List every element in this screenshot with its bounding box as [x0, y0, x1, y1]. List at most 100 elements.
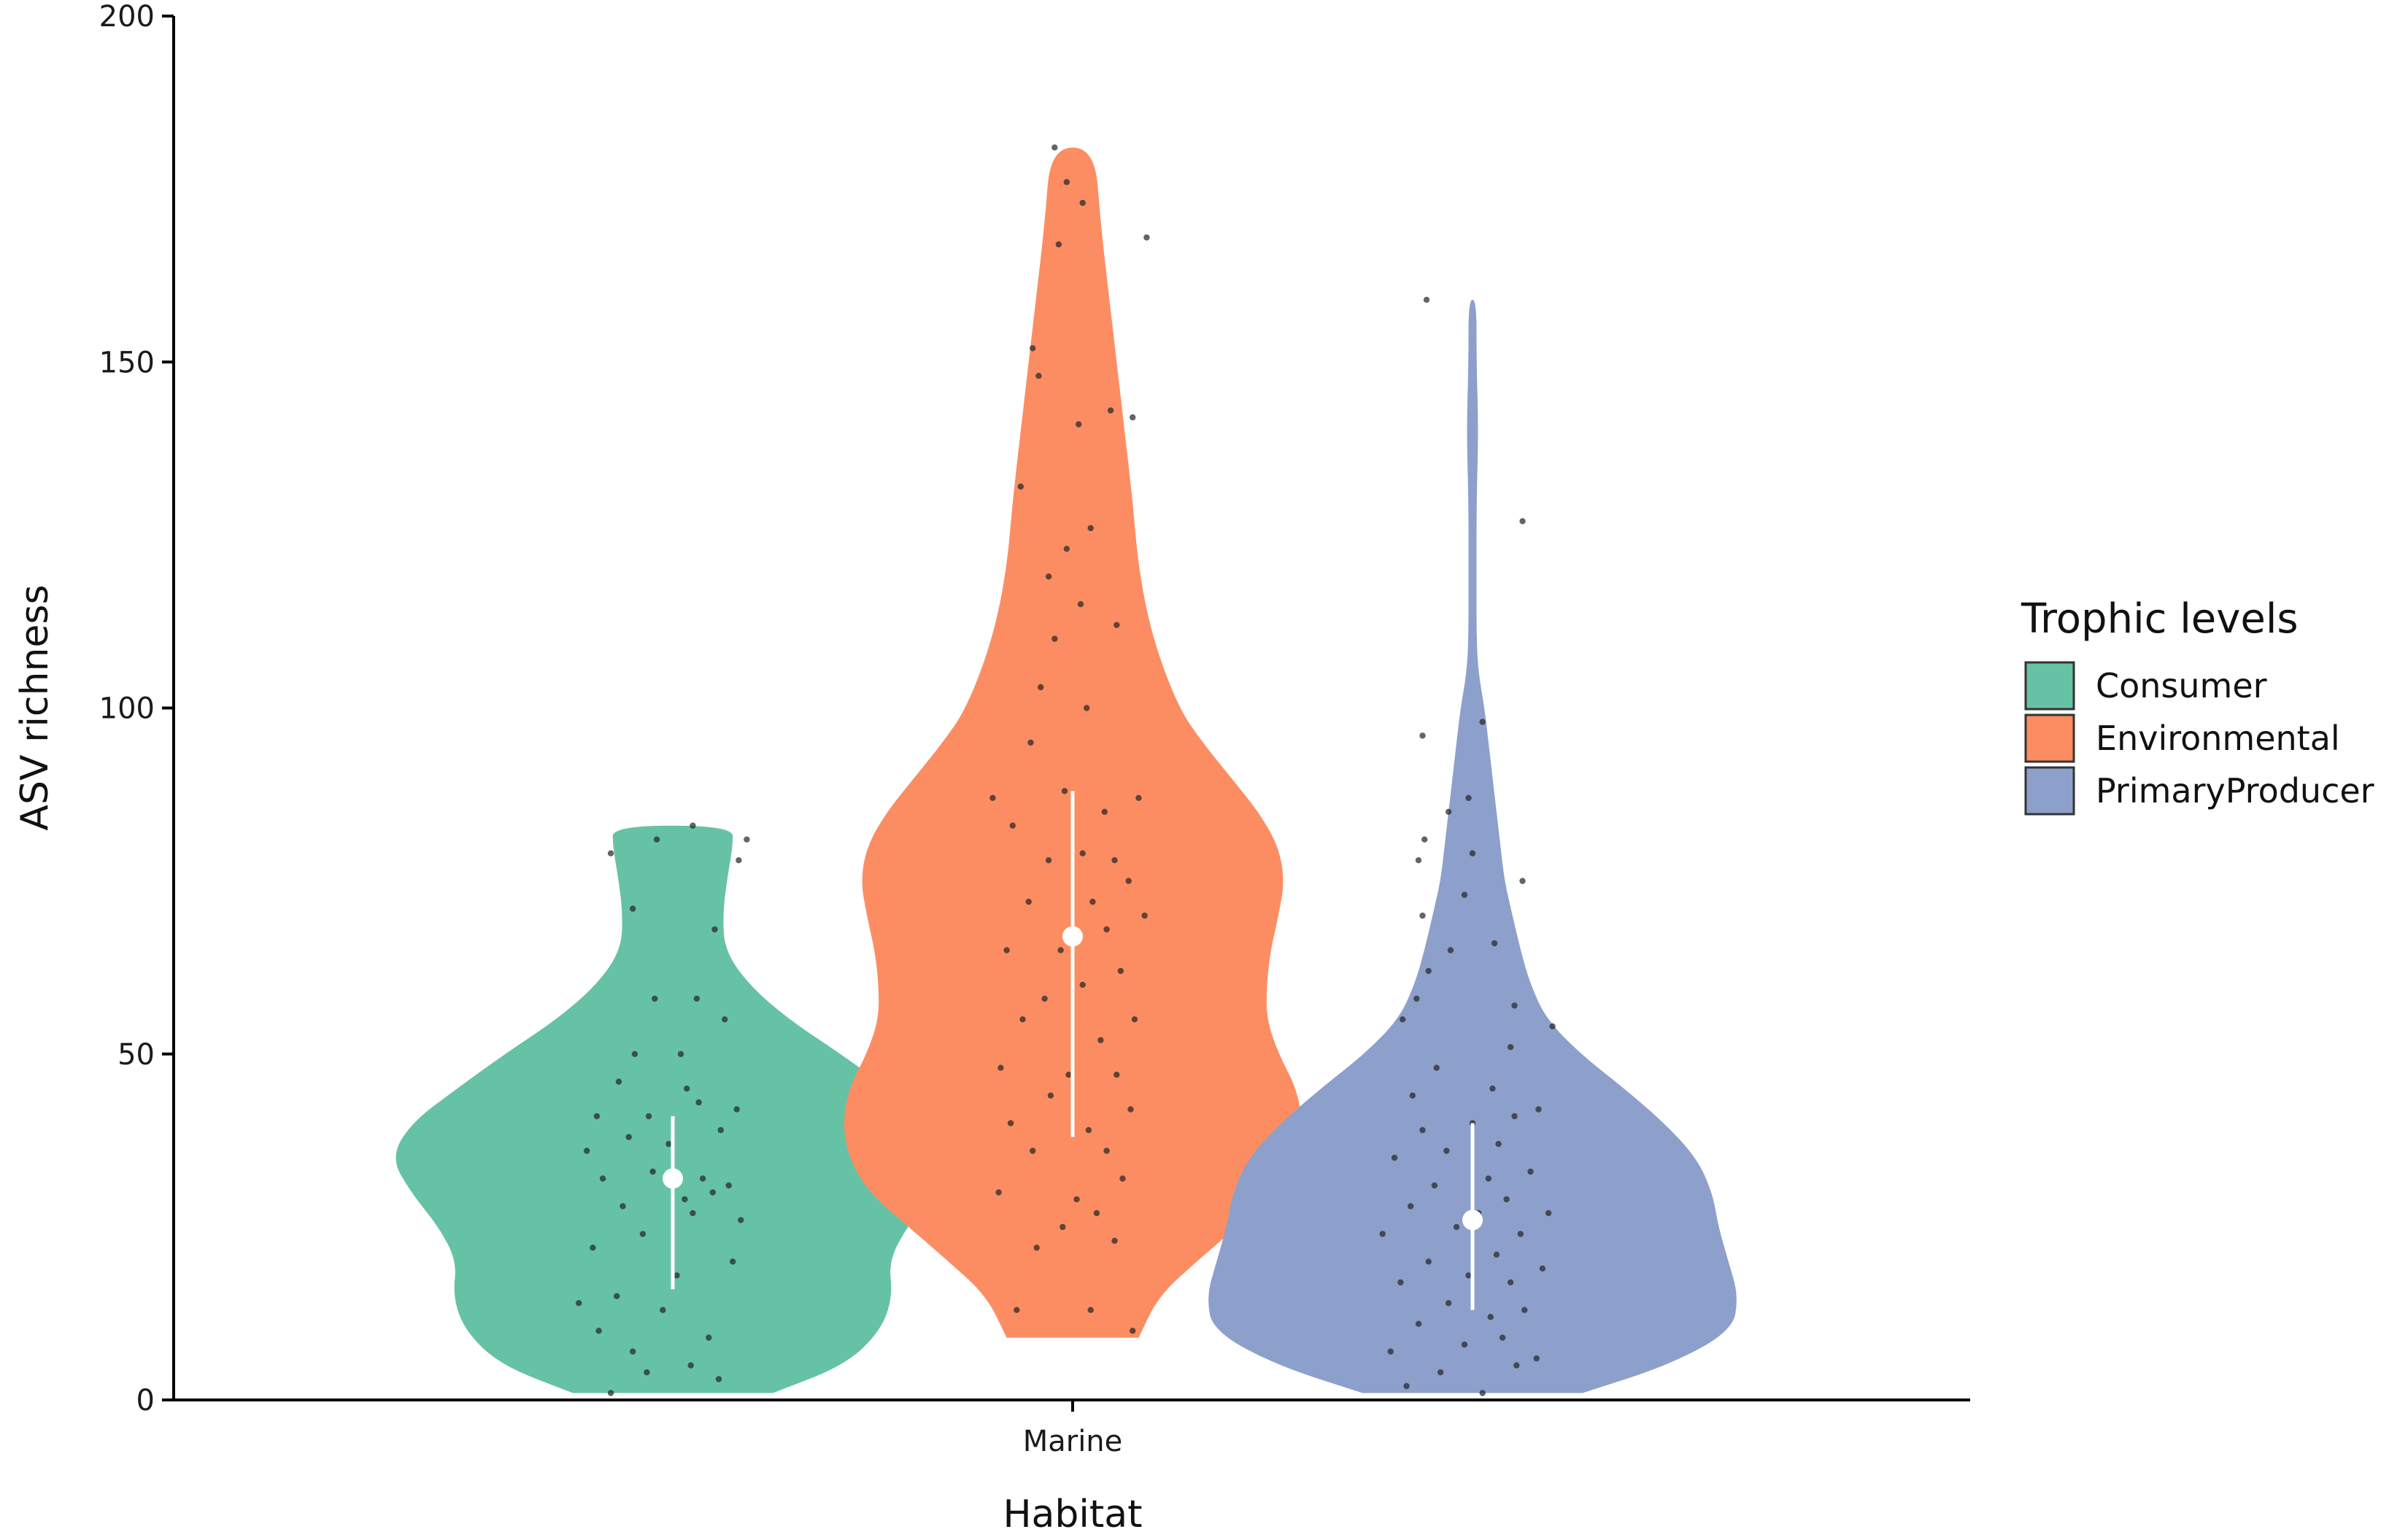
median-marker-primaryproducer	[1462, 1210, 1483, 1231]
data-point-environmental	[1009, 822, 1016, 829]
data-point-environmental	[1030, 1148, 1036, 1154]
data-point-consumer	[595, 1328, 602, 1334]
data-point-environmental	[1125, 878, 1132, 884]
data-point-consumer	[730, 1258, 736, 1265]
data-point-primaryproducer	[1415, 1320, 1422, 1327]
y-axis-title: ASV richness	[13, 584, 57, 830]
data-point-primaryproducer	[1479, 1390, 1486, 1396]
median-marker-consumer	[663, 1168, 683, 1189]
data-point-primaryproducer	[1527, 1168, 1534, 1175]
data-point-environmental	[1065, 1072, 1072, 1078]
data-point-consumer	[722, 1016, 728, 1023]
data-point-consumer	[736, 857, 742, 864]
data-point-consumer	[652, 995, 658, 1002]
data-point-environmental	[989, 794, 996, 802]
data-point-primaryproducer	[1419, 1126, 1426, 1134]
data-point-consumer	[590, 1245, 596, 1251]
data-point-consumer	[690, 1210, 696, 1217]
data-point-primaryproducer	[1379, 1231, 1386, 1237]
data-point-environmental	[1087, 1307, 1094, 1313]
data-point-environmental	[1007, 1120, 1014, 1126]
data-point-consumer	[693, 995, 701, 1002]
data-point-environmental	[1111, 1237, 1118, 1245]
data-point-consumer	[607, 1390, 614, 1396]
data-point-environmental	[1060, 1223, 1066, 1231]
data-point-primaryproducer	[1499, 1334, 1506, 1341]
data-point-environmental	[1063, 546, 1070, 552]
data-point-environmental	[1038, 684, 1044, 691]
data-point-consumer	[695, 1099, 702, 1106]
data-point-primaryproducer	[1465, 1272, 1472, 1279]
data-point-primaryproducer	[1453, 1223, 1460, 1231]
data-point-primaryproducer	[1545, 1210, 1552, 1217]
data-point-primaryproducer	[1517, 1231, 1524, 1237]
violin-environmental	[844, 147, 1302, 1338]
violin-primaryproducer	[1208, 299, 1737, 1393]
data-point-primaryproducer	[1535, 1106, 1542, 1113]
data-point-environmental	[1111, 857, 1118, 864]
data-point-environmental	[995, 1189, 1002, 1196]
data-point-primaryproducer	[1469, 850, 1476, 856]
data-point-environmental	[1014, 1307, 1020, 1313]
data-point-environmental	[1117, 967, 1124, 975]
data-point-consumer	[607, 850, 614, 856]
data-point-consumer	[682, 1196, 688, 1203]
data-point-primaryproducer	[1443, 1148, 1450, 1154]
data-point-primaryproducer	[1539, 1265, 1546, 1272]
data-point-environmental	[1076, 421, 1082, 428]
data-point-consumer	[744, 836, 750, 843]
violin-consumer	[395, 825, 950, 1393]
data-point-primaryproducer	[1421, 836, 1428, 843]
data-point-primaryproducer	[1423, 296, 1430, 303]
legend-title: Trophic levels	[2021, 595, 2299, 643]
data-point-environmental	[1127, 1106, 1134, 1113]
data-point-consumer	[738, 1217, 744, 1223]
data-point-consumer	[576, 1300, 582, 1307]
data-point-primaryproducer	[1513, 1362, 1520, 1369]
data-point-environmental	[1130, 414, 1136, 421]
data-point-environmental	[1045, 857, 1052, 864]
data-point-primaryproducer	[1521, 1307, 1528, 1313]
data-point-primaryproducer	[1549, 1023, 1556, 1030]
data-point-primaryproducer	[1431, 1182, 1438, 1189]
data-point-consumer	[665, 1140, 672, 1148]
data-point-primaryproducer	[1485, 1175, 1492, 1182]
data-point-consumer	[644, 1369, 650, 1376]
data-point-environmental	[1051, 635, 1058, 642]
data-point-primaryproducer	[1445, 808, 1452, 816]
violins-layer	[395, 147, 1737, 1393]
data-point-environmental	[1019, 1016, 1026, 1023]
data-point-environmental	[1063, 179, 1070, 185]
data-point-environmental	[1041, 995, 1048, 1002]
data-point-primaryproducer	[1487, 1314, 1494, 1320]
legend-label-consumer: Consumer	[2096, 666, 2267, 705]
data-point-environmental	[1087, 525, 1094, 532]
legend-label-primaryproducer: PrimaryProducer	[2096, 771, 2374, 811]
data-point-environmental	[1131, 1016, 1138, 1023]
data-point-consumer	[630, 1348, 636, 1355]
y-tick-label: 0	[136, 1384, 155, 1417]
data-point-primaryproducer	[1445, 1300, 1452, 1307]
data-point-consumer	[706, 1334, 712, 1341]
legend-label-environmental: Environmental	[2096, 719, 2340, 758]
data-point-environmental	[1045, 573, 1052, 580]
data-point-primaryproducer	[1407, 1203, 1414, 1210]
y-ticks: 0 50 100 150 200	[99, 0, 174, 1417]
data-point-consumer	[615, 1078, 622, 1085]
data-point-primaryproducer	[1409, 1092, 1416, 1099]
data-point-environmental	[1101, 808, 1108, 816]
data-point-environmental	[1051, 144, 1058, 151]
data-point-consumer	[584, 1148, 590, 1154]
y-tick-label: 50	[117, 1038, 155, 1072]
data-point-environmental	[1097, 1037, 1104, 1044]
data-point-primaryproducer	[1479, 719, 1486, 725]
data-point-environmental	[1003, 947, 1010, 953]
data-point-consumer	[630, 905, 636, 912]
data-point-consumer	[674, 1272, 680, 1279]
data-point-primaryproducer	[1425, 967, 1432, 975]
data-point-environmental	[997, 1064, 1004, 1071]
data-point-consumer	[677, 1051, 684, 1058]
data-point-primaryproducer	[1461, 891, 1468, 898]
data-point-consumer	[715, 1376, 722, 1382]
